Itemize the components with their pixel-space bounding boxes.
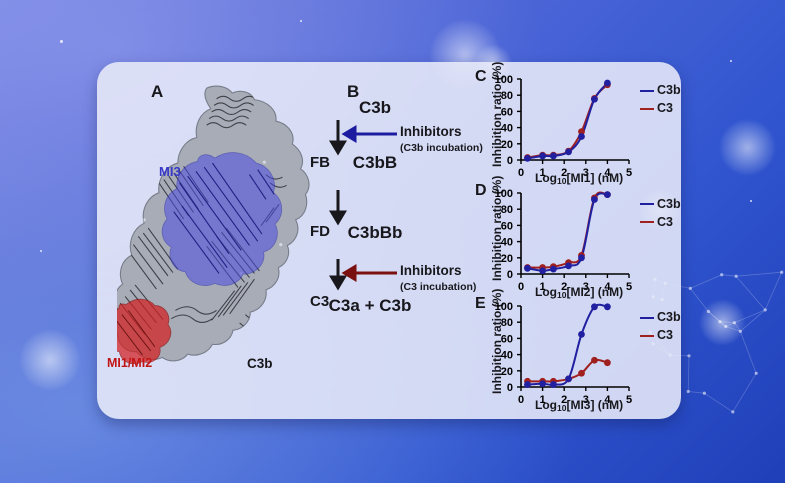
svg-text:0: 0 [518, 281, 524, 293]
svg-text:80: 80 [501, 204, 513, 216]
svg-text:60: 60 [501, 220, 513, 232]
svg-text:0: 0 [518, 167, 524, 179]
svg-text:0: 0 [507, 155, 513, 167]
svg-text:0: 0 [507, 269, 513, 281]
svg-text:80: 80 [501, 90, 513, 102]
svg-text:100: 100 [495, 301, 513, 313]
svg-text:5: 5 [626, 394, 632, 406]
svg-text:5: 5 [626, 281, 632, 293]
svg-text:100: 100 [495, 74, 513, 86]
svg-text:0: 0 [507, 382, 513, 394]
svg-text:40: 40 [501, 236, 513, 248]
svg-text:20: 20 [501, 366, 513, 378]
svg-text:60: 60 [501, 106, 513, 118]
svg-text:40: 40 [501, 123, 513, 135]
svg-text:20: 20 [501, 252, 513, 264]
svg-text:0: 0 [518, 394, 524, 406]
svg-text:5: 5 [626, 167, 632, 179]
svg-text:40: 40 [501, 350, 513, 362]
svg-text:60: 60 [501, 333, 513, 345]
svg-text:80: 80 [501, 317, 513, 329]
svg-text:20: 20 [501, 139, 513, 151]
svg-text:100: 100 [495, 188, 513, 200]
